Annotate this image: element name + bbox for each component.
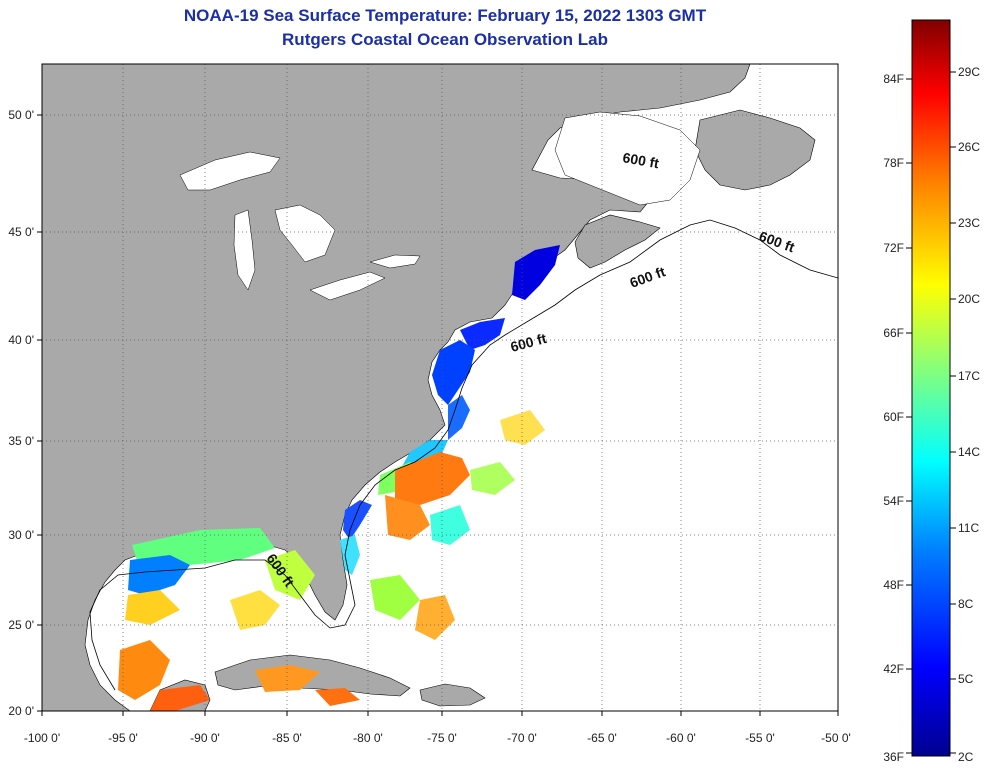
land-hispaniola [419, 683, 486, 707]
colorbar-f-label: 48F [883, 578, 904, 592]
colorbar-f-label: 72F [883, 241, 904, 255]
colorbar-c-label: 26C [958, 140, 980, 154]
map-frame [41, 63, 839, 712]
graticule [42, 64, 838, 711]
colorbar-f-label: 60F [883, 410, 904, 424]
colorbar-c-label: 14C [958, 445, 980, 459]
lat-tick-label: 50 0' [8, 108, 34, 122]
isobath-600ft [89, 219, 838, 691]
colorbar-c-label: 23C [958, 216, 980, 230]
lon-tick-label: -65 0' [587, 731, 617, 745]
lon-tick-label: -95 0' [108, 731, 138, 745]
lon-tick-label: -70 0' [507, 731, 537, 745]
lat-tick-label: 30 0' [8, 528, 34, 542]
colorbar-c-label: 5C [958, 672, 974, 686]
colorbar-f-label: 84F [883, 72, 904, 86]
lon-tick-label: -55 0' [745, 731, 775, 745]
colorbar [911, 19, 951, 757]
colorbar-f-label: 54F [883, 494, 904, 508]
land-newfoundland [694, 109, 816, 191]
colorbar-c-label: 20C [958, 292, 980, 306]
colorbar-c-label: 2C [958, 750, 974, 764]
lat-tick-label: 35 0' [8, 434, 34, 448]
lon-tick-label: -60 0' [666, 731, 696, 745]
land-nova-scotia [574, 214, 661, 269]
isobath-label: 600 ft [621, 149, 660, 171]
colorbar-c-label: 8C [958, 597, 974, 611]
colorbar-c-label: 11C [958, 521, 979, 535]
lon-tick-label: -80 0' [353, 731, 383, 745]
lon-tick-label: -50 0' [821, 731, 851, 745]
lat-tick-label: 40 0' [8, 333, 34, 347]
colorbar-f-label: 42F [883, 662, 904, 676]
lon-tick-label: -75 0' [427, 731, 457, 745]
map-subtitle: Rutgers Coastal Ocean Observation Lab [282, 30, 608, 49]
lon-tick-label: -85 0' [272, 731, 302, 745]
colorbar-f-label: 78F [883, 156, 904, 170]
lon-tick-label: -90 0' [190, 731, 220, 745]
colorbar-c-label: 29C [958, 65, 980, 79]
lon-tick-label: -100 0' [24, 731, 60, 745]
lat-tick-label: 25 0' [8, 618, 34, 632]
sst-data [118, 245, 560, 711]
lat-tick-label: 20 0' [8, 704, 34, 718]
map-title: NOAA-19 Sea Surface Temperature: Februar… [183, 6, 707, 25]
lat-tick-label: 45 0' [8, 225, 34, 239]
colorbar-f-label: 66F [883, 326, 904, 340]
gulf-st-lawrence [554, 111, 701, 206]
colorbar-f-label: 36F [883, 750, 904, 764]
colorbar-c-label: 17C [958, 369, 980, 383]
